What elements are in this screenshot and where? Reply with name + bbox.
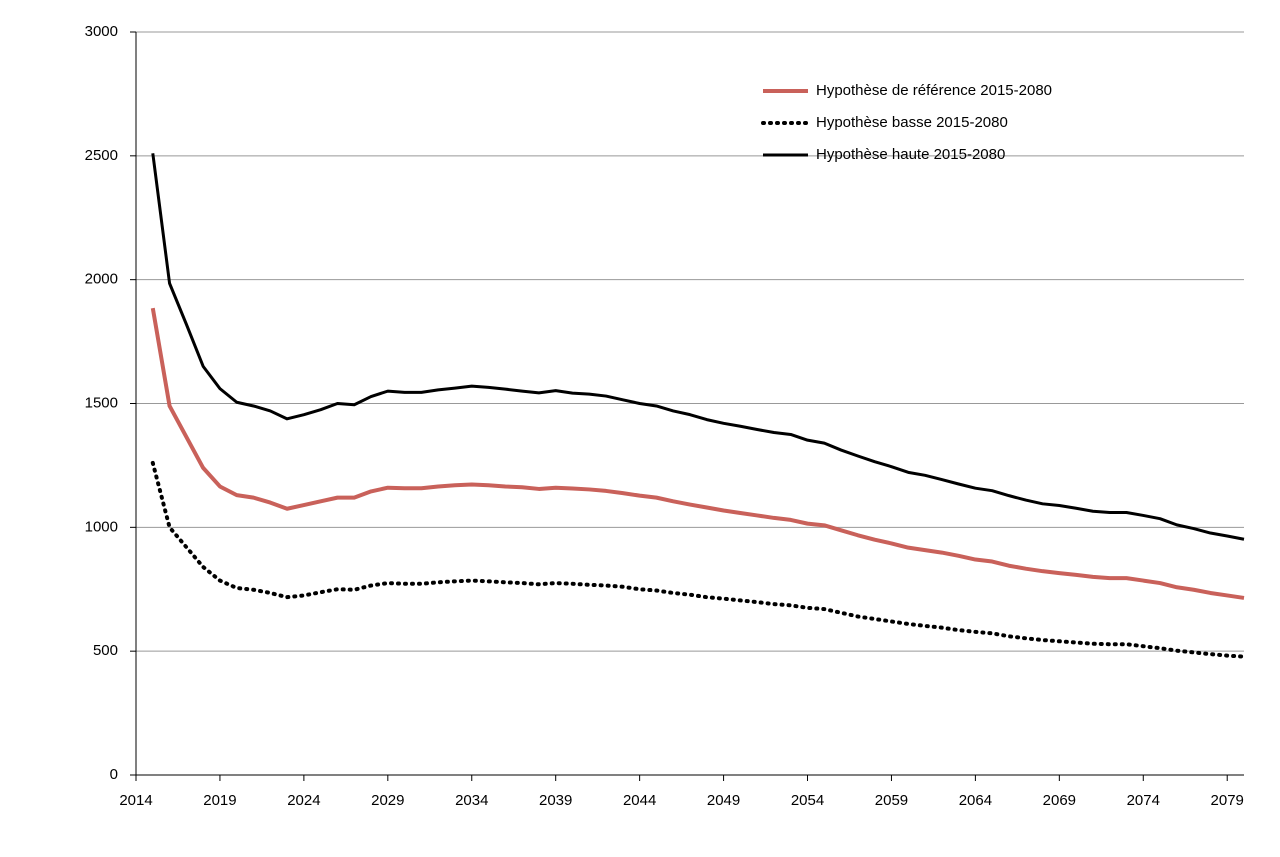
y-tick-label: 3000 (85, 23, 118, 40)
x-tick-label: 2069 (1043, 792, 1076, 809)
legend-label: Hypothèse de référence 2015-2080 (816, 82, 1052, 99)
x-tick-label: 2064 (959, 792, 992, 809)
y-tick-label: 2000 (85, 271, 118, 288)
x-tick-label: 2059 (875, 792, 908, 809)
x-tick-label: 2079 (1211, 792, 1244, 809)
x-tick-label: 2054 (791, 792, 824, 809)
legend-label: Hypothèse haute 2015-2080 (816, 146, 1005, 163)
series-line (150, 307, 1245, 600)
y-tick-label: 500 (93, 642, 118, 659)
legend-label: Hypothèse basse 2015-2080 (816, 114, 1008, 131)
x-tick-label: 2024 (287, 792, 320, 809)
x-tick-label: 2049 (707, 792, 740, 809)
x-tick-label: 2039 (539, 792, 572, 809)
y-tick-label: 1500 (85, 394, 118, 411)
y-tick-label: 0 (110, 766, 118, 783)
x-tick-label: 2019 (203, 792, 236, 809)
series-line (150, 460, 1246, 659)
x-tick-label: 2014 (119, 792, 152, 809)
y-tick-label: 1000 (85, 518, 118, 535)
x-tick-label: 2029 (371, 792, 404, 809)
x-tick-label: 2044 (623, 792, 656, 809)
x-tick-label: 2074 (1127, 792, 1160, 809)
x-tick-label: 2034 (455, 792, 488, 809)
series-line (151, 153, 1245, 541)
y-tick-label: 2500 (85, 147, 118, 164)
